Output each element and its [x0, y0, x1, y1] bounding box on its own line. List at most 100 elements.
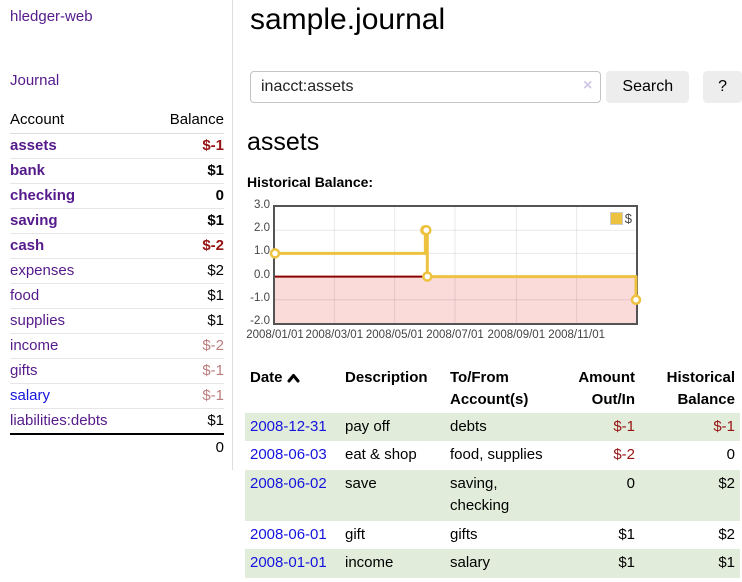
account-balance: $1 [147, 283, 224, 309]
register-row: 2008-12-31 pay off debts $-1 $-1 [245, 412, 740, 442]
transaction-balance: $-1 [713, 417, 735, 435]
account-balance: $-1 [147, 133, 224, 159]
transaction-date-link[interactable]: 2008-06-01 [250, 525, 327, 543]
account-row: checking 0 [10, 183, 224, 209]
transaction-amount: $-1 [613, 417, 635, 435]
app-title-link[interactable]: hledger-web [10, 8, 93, 25]
account-link-salary[interactable]: salary [10, 387, 51, 404]
account-balance: $1 [147, 308, 224, 334]
app-title: hledger-web [10, 8, 224, 26]
search-box: × [250, 71, 602, 103]
register-body: 2008-12-31 pay off debts $-1 $-1 2008-06-03 ea… [245, 412, 740, 578]
account-row: food $1 [10, 283, 224, 309]
account-row: saving $1 [10, 208, 224, 234]
x-axis-tick-label: 2008/05/01 [365, 329, 424, 341]
account-heading: assets [247, 128, 320, 156]
account-link-supplies[interactable]: supplies [10, 312, 66, 329]
transaction-date-link[interactable]: 2008-12-31 [250, 417, 327, 435]
journal-link[interactable]: Journal [10, 72, 60, 89]
account-link-checking[interactable]: checking [10, 187, 76, 204]
account-balance: $1 [147, 208, 224, 234]
transaction-date-link[interactable]: 2008-06-03 [250, 446, 327, 464]
account-balance: $-1 [147, 358, 224, 384]
account-row: bank $1 [10, 158, 224, 184]
y-axis-tick-label: -1.0 [250, 291, 270, 304]
accounts-column-header: To/From Account(s) [450, 369, 529, 408]
legend-label: $ [624, 211, 632, 226]
account-link-assets[interactable]: assets [10, 137, 57, 154]
sidebar: hledger-web Journal Account Balance asse… [0, 0, 233, 470]
x-axis-tick-label: 2008/11/01 [548, 329, 606, 341]
balance-column-header: Balance [147, 108, 224, 134]
account-link-cash[interactable]: cash [10, 237, 45, 254]
nav-journal: Journal [10, 72, 224, 90]
y-axis-tick-label: 0.0 [254, 268, 270, 281]
description-column-header: Description [345, 369, 428, 386]
account-balance: $-1 [147, 383, 224, 409]
spacer [10, 433, 148, 460]
account-link-income[interactable]: income [10, 337, 59, 354]
account-row: liabilities:debts $1 [10, 408, 224, 435]
transaction-balance: $1 [718, 554, 735, 572]
account-row: assets $-1 [10, 133, 224, 159]
x-axis-tick-label: 2008/07/01 [426, 329, 484, 341]
chart-legend: $ [609, 211, 632, 226]
y-axis-tick-label: 3.0 [254, 199, 270, 211]
legend-swatch-icon [609, 212, 623, 225]
register-header-row: Date Description To/From Account(s) Amoun… [245, 365, 740, 413]
search-input[interactable] [250, 71, 602, 103]
transaction-accounts: saving, checking [450, 475, 510, 514]
transaction-accounts: debts [450, 417, 487, 435]
account-balance: $1 [147, 158, 224, 184]
y-axis-tick-label: -2.0 [250, 315, 270, 327]
transaction-date-link[interactable]: 2008-01-01 [250, 554, 327, 572]
search-button[interactable]: Search [606, 71, 690, 103]
y-axis-tick-label: 1.0 [254, 245, 270, 258]
y-axis-tick-label: 2.0 [254, 222, 270, 235]
register-row: 2008-01-01 income salary $1 $1 [245, 549, 740, 578]
transaction-accounts: gifts [450, 525, 478, 543]
clear-search-icon[interactable]: × [583, 77, 593, 94]
register-table: Date Description To/From Account(s) Amoun… [245, 365, 740, 578]
account-total-row: 0 [10, 433, 224, 460]
total-balance: 0 [147, 433, 224, 460]
x-axis-tick-label: 2008/01/01 [246, 329, 304, 341]
account-link-bank[interactable]: bank [10, 162, 46, 179]
transaction-amount: 0 [626, 475, 635, 492]
account-row: gifts $-1 [10, 358, 224, 384]
account-row: supplies $1 [10, 308, 224, 334]
transaction-amount: $-2 [613, 446, 635, 464]
register-row: 2008-06-01 gift gifts $1 $2 [245, 521, 740, 550]
chart-title: Historical Balance: [247, 174, 374, 190]
transaction-description: income [345, 554, 394, 572]
register-row: 2008-06-02 save saving, checking 0 $2 [245, 470, 740, 521]
transaction-balance: $2 [718, 475, 735, 492]
account-tree: Account Balance assets $-1 bank $1 checking 0… [10, 108, 224, 460]
account-balance: $-2 [147, 233, 224, 259]
transaction-description: gift [345, 525, 366, 543]
search-form: × Search ? [250, 71, 742, 103]
transaction-accounts: salary [450, 554, 491, 572]
main-content: sample.journal × Search ? assets Histori… [245, 0, 742, 578]
help-button[interactable]: ? [703, 71, 742, 103]
account-link-saving[interactable]: saving [10, 212, 58, 229]
account-link-liabilities-debts[interactable]: liabilities:debts [10, 412, 108, 429]
account-link-food[interactable]: food [10, 287, 40, 304]
balance-column-header-register: Historical Balance [666, 369, 735, 408]
page-title: sample.journal [250, 3, 446, 36]
account-row: income $-2 [10, 333, 224, 359]
chart-plot-area: $ [269, 205, 642, 325]
account-row: salary $-1 [10, 383, 224, 409]
amount-column-header: Amount Out/In [578, 369, 635, 408]
transaction-amount: $1 [618, 554, 635, 572]
transaction-balance: $2 [718, 525, 735, 543]
transaction-description: save [345, 475, 377, 492]
transaction-description: eat & shop [345, 446, 417, 464]
transaction-date-link[interactable]: 2008-06-02 [250, 475, 327, 492]
account-link-gifts[interactable]: gifts [10, 362, 38, 379]
date-column-header[interactable]: Date [245, 365, 340, 413]
account-row: cash $-2 [10, 233, 224, 259]
account-link-expenses[interactable]: expenses [10, 262, 75, 279]
account-balance: $-2 [147, 333, 224, 359]
account-tree-body: assets $-1 bank $1 checking 0 saving $1 cash $-2 e… [10, 133, 224, 435]
